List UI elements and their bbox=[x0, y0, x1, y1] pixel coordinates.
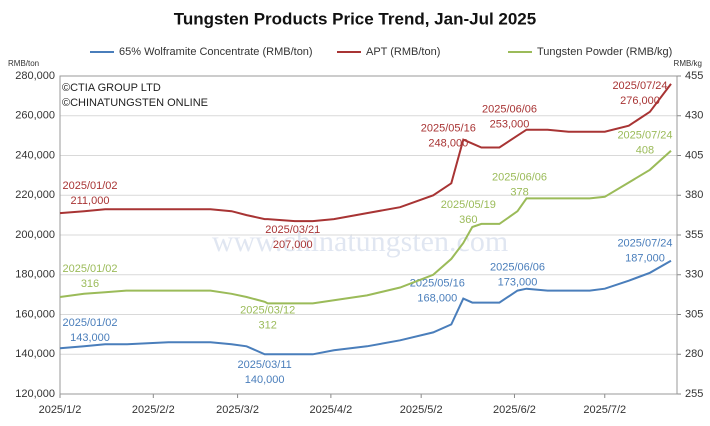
y-tick-label: 220,000 bbox=[15, 189, 55, 201]
y2-tick-label: 380 bbox=[685, 189, 703, 201]
watermark: www.chinatungsten.com bbox=[212, 225, 508, 258]
y-tick-label: 240,000 bbox=[15, 149, 55, 161]
y2-tick-label: 355 bbox=[685, 229, 703, 241]
point-value-label: 316 bbox=[81, 278, 99, 290]
point-value-label: 207,000 bbox=[273, 239, 313, 251]
point-date-label: 2025/05/16 bbox=[410, 278, 465, 290]
point-date-label: 2025/01/02 bbox=[62, 317, 117, 329]
chart-title: Tungsten Products Price Trend, Jan-Jul 2… bbox=[174, 9, 536, 28]
y-tick-label: 280,000 bbox=[15, 70, 55, 82]
point-date-label: 2025/05/16 bbox=[421, 123, 476, 135]
legend-label: 65% Wolframite Concentrate (RMB/ton) bbox=[119, 46, 313, 58]
y2-tick-label: 255 bbox=[685, 388, 703, 400]
y-tick-label: 180,000 bbox=[15, 269, 55, 281]
y-tick-label: 200,000 bbox=[15, 229, 55, 241]
point-value-label: 378 bbox=[510, 186, 528, 198]
series-line bbox=[59, 83, 672, 223]
x-tick-label: 2025/2/2 bbox=[132, 404, 175, 416]
x-tick-label: 2025/6/2 bbox=[493, 404, 536, 416]
point-value-label: 312 bbox=[258, 319, 276, 331]
point-date-label: 2025/01/02 bbox=[62, 263, 117, 275]
point-value-label: 140,000 bbox=[245, 374, 285, 386]
point-date-label: 2025/03/11 bbox=[238, 359, 292, 371]
y-tick-label: 160,000 bbox=[15, 308, 55, 320]
legend-label: APT (RMB/ton) bbox=[366, 46, 440, 58]
point-date-label: 2025/07/24 bbox=[617, 238, 672, 250]
copyright-note: ©CHINATUNGSTEN ONLINE bbox=[62, 97, 208, 109]
legend-label: Tungsten Powder (RMB/kg) bbox=[537, 46, 672, 58]
series-line bbox=[59, 149, 672, 305]
plot-frame bbox=[59, 75, 678, 395]
y2-axis-unit: RMB/kg bbox=[674, 59, 702, 68]
y-axis-unit: RMB/ton bbox=[8, 59, 39, 68]
point-value-label: 253,000 bbox=[490, 119, 530, 131]
x-tick-label: 2025/4/2 bbox=[309, 404, 352, 416]
point-value-label: 211,000 bbox=[71, 195, 110, 207]
point-date-label: 2025/06/06 bbox=[482, 104, 537, 116]
point-value-label: 168,000 bbox=[417, 293, 457, 305]
y-tick-label: 140,000 bbox=[15, 348, 55, 360]
x-tick-label: 2025/3/2 bbox=[216, 404, 259, 416]
point-date-label: 2025/03/21 bbox=[265, 224, 320, 236]
point-date-label: 2025/05/19 bbox=[441, 199, 496, 211]
point-value-label: 276,000 bbox=[620, 95, 660, 107]
point-value-label: 143,000 bbox=[70, 332, 110, 344]
y2-tick-label: 455 bbox=[685, 70, 703, 82]
y2-tick-label: 330 bbox=[685, 269, 703, 281]
point-value-label: 173,000 bbox=[498, 277, 538, 289]
point-date-label: 2025/03/12 bbox=[240, 304, 295, 316]
point-value-label: 248,000 bbox=[428, 138, 468, 150]
y-tick-label: 120,000 bbox=[15, 388, 55, 400]
point-value-label: 360 bbox=[459, 214, 477, 226]
x-tick-label: 2025/1/2 bbox=[39, 404, 82, 416]
point-value-label: 408 bbox=[636, 145, 654, 157]
point-date-label: 2025/01/02 bbox=[62, 180, 117, 192]
point-date-label: 2025/06/06 bbox=[490, 262, 545, 274]
y2-tick-label: 405 bbox=[685, 149, 703, 161]
point-value-label: 187,000 bbox=[625, 253, 665, 265]
y2-tick-label: 430 bbox=[685, 110, 703, 122]
copyright-note: ©CTIA GROUP LTD bbox=[62, 82, 161, 94]
x-tick-label: 2025/7/2 bbox=[583, 404, 626, 416]
point-date-label: 2025/07/24 bbox=[612, 80, 667, 92]
point-date-label: 2025/07/24 bbox=[617, 130, 672, 142]
y-tick-label: 260,000 bbox=[15, 110, 55, 122]
series-line bbox=[59, 259, 672, 356]
y2-tick-label: 280 bbox=[685, 348, 703, 360]
x-tick-label: 2025/5/2 bbox=[400, 404, 443, 416]
point-date-label: 2025/06/06 bbox=[492, 171, 547, 183]
y2-tick-label: 305 bbox=[685, 308, 703, 320]
